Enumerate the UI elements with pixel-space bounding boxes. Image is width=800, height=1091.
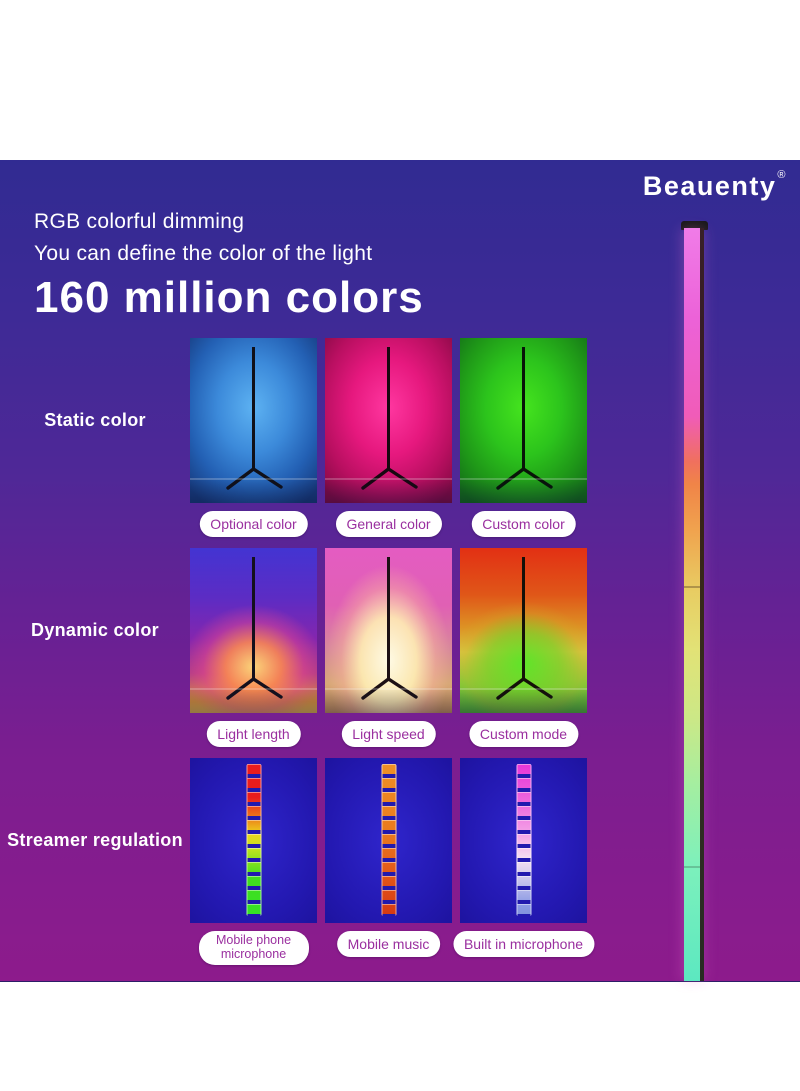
section-dynamic-color: Dynamic color Light length Light speed [0, 548, 800, 753]
caption-pill: Custom mode [468, 721, 579, 747]
section-label-dynamic: Dynamic color [31, 620, 159, 640]
section-streamer-regulation: Streamer regulation Mobile phone microph… [0, 758, 800, 965]
brand-logo: Beauenty® [642, 169, 787, 202]
corner-lamp-icon [226, 347, 283, 490]
product-photo-pink-room [325, 338, 452, 503]
product-photo-led-bar-builtin [460, 758, 587, 923]
product-photo-led-bar-mic [190, 758, 317, 923]
corner-lamp-icon [361, 557, 418, 700]
lamp-top-cap [681, 221, 708, 230]
corner-lamp-icon [226, 557, 283, 700]
caption-pill: Mobile music [336, 931, 441, 957]
tagline-line2: You can define the color of the light [34, 241, 373, 265]
corner-lamp-icon [496, 347, 553, 490]
tile-custom-color: Custom color [460, 338, 587, 537]
led-level-bar [246, 764, 261, 916]
tile-optional-color: Optional color [190, 338, 317, 537]
tile-built-in-microphone: Built in microphone [452, 758, 595, 957]
product-photo-length-glow [190, 548, 317, 713]
tile-mobile-phone-microphone: Mobile phone microphone [190, 758, 317, 965]
corner-lamp-icon [361, 347, 418, 490]
tile-light-speed: Light speed [325, 548, 452, 747]
product-photo-custom-glow [460, 548, 587, 713]
rgb-floor-lamp-strip [684, 228, 704, 981]
headline: 160 million colors [34, 273, 424, 322]
caption-pill: Light speed [341, 721, 436, 747]
gradient-backdrop: Beauenty® RGB colorful dimming You can d… [0, 160, 800, 982]
section-label-static: Static color [44, 410, 146, 430]
led-level-bar [381, 764, 396, 916]
product-photo-led-bar-music [325, 758, 452, 923]
led-level-bar [516, 764, 531, 916]
corner-lamp-icon [496, 557, 553, 700]
caption-pill: Mobile phone microphone [198, 931, 309, 965]
tile-mobile-music: Mobile music [325, 758, 452, 957]
registered-trademark-icon: ® [777, 169, 787, 181]
caption-pill: Optional color [199, 511, 308, 537]
header-copy: RGB colorful dimming You can define the … [34, 206, 424, 323]
tile-custom-mode: Custom mode [460, 548, 587, 747]
caption-pill: Built in microphone [452, 931, 595, 957]
tile-light-length: Light length [190, 548, 317, 747]
product-photo-green-room [460, 338, 587, 503]
caption-pill: Custom color [471, 511, 576, 537]
tile-general-color: General color [325, 338, 452, 537]
section-label-streamer: Streamer regulation [7, 830, 183, 850]
product-photo-speed-glow [325, 548, 452, 713]
section-static-color: Static color Optional color General colo… [0, 338, 800, 543]
caption-pill: General color [335, 511, 442, 537]
brand-name: Beauenty [642, 171, 777, 201]
product-photo-blue-room [190, 338, 317, 503]
caption-pill: Light length [206, 721, 301, 747]
tagline-line1: RGB colorful dimming [34, 210, 245, 233]
